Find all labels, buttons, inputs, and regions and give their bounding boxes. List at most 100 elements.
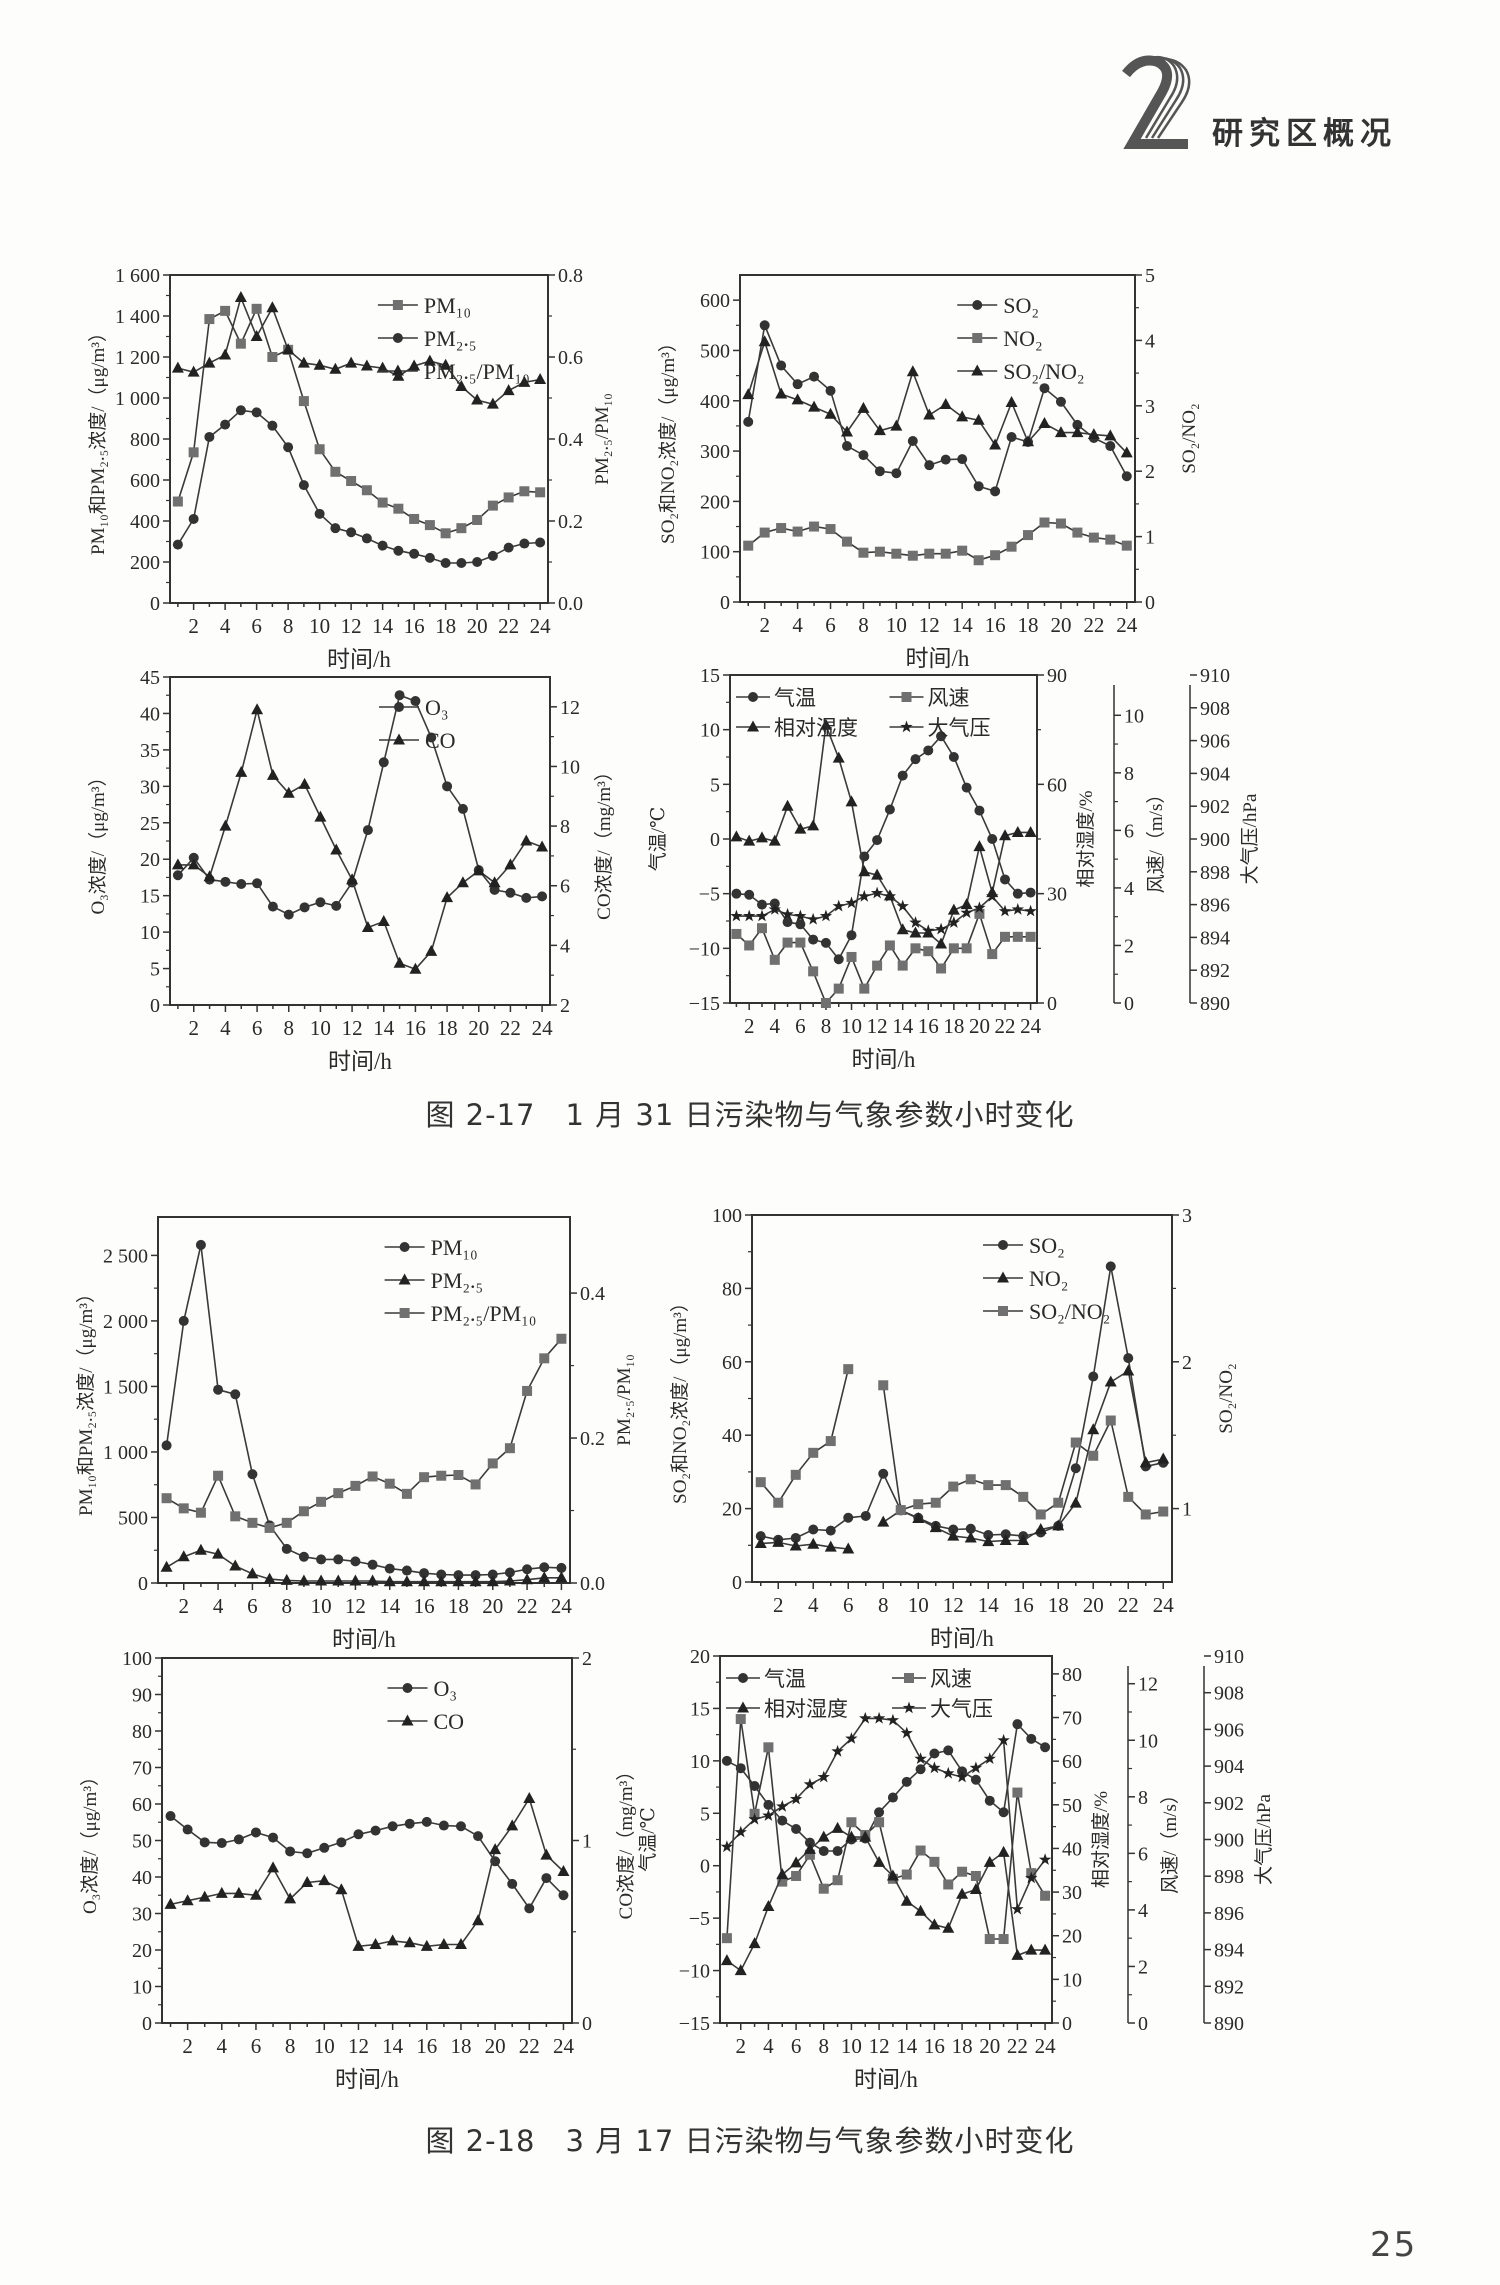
star-marker <box>807 912 820 925</box>
triangle-marker <box>939 397 952 409</box>
triangle-marker <box>747 720 759 732</box>
y-tick-label: 0 <box>582 2013 592 2035</box>
legend-label: PM₂.₅ <box>424 326 477 351</box>
y-tick-label: 0 <box>720 592 730 614</box>
circle-marker <box>367 1559 378 1570</box>
circle-marker <box>336 1837 347 1848</box>
left-axis-title: SO₂和NO₂浓度/（μg/m³） <box>657 333 679 544</box>
circle-marker <box>1039 383 1050 394</box>
left-axis: 0 20 40 60 80 100 SO₂和NO₂浓度/（μg/m³） <box>669 1205 752 1594</box>
circle-marker <box>267 420 278 431</box>
square-marker <box>504 1443 515 1454</box>
y-tick-label: 12 <box>560 697 580 719</box>
square-marker <box>791 1870 802 1881</box>
square-marker <box>247 1517 258 1528</box>
y-tick-label: 0.2 <box>558 511 583 533</box>
y-tick-label: 1 000 <box>103 1442 148 1464</box>
square-marker <box>776 523 787 534</box>
star-marker <box>870 886 884 899</box>
x-tick-label: 2 <box>182 2034 193 2058</box>
series-4 <box>730 886 1037 937</box>
square-marker <box>731 928 742 939</box>
y-tick-label: 0 <box>710 829 720 851</box>
triangle-marker <box>1069 1496 1082 1508</box>
x-tick-label: 12 <box>919 613 940 637</box>
star-marker <box>947 916 960 928</box>
square-marker <box>792 526 803 537</box>
square-marker <box>377 497 388 508</box>
triangle-marker <box>520 834 533 846</box>
y-tick-label: 40 <box>132 1867 152 1889</box>
x-tick-label: 22 <box>519 2034 540 2058</box>
legend-label: CO <box>434 1709 465 1734</box>
circle-marker <box>204 431 215 442</box>
y-tick-label: 902 <box>1200 796 1230 818</box>
circle-marker <box>473 1831 484 1842</box>
circle-marker <box>378 757 389 768</box>
y-tick-label: 6 <box>1138 1843 1148 1865</box>
square-marker <box>399 1308 410 1318</box>
triangle-marker <box>181 1894 194 1906</box>
y-tick-label: −10 <box>689 938 720 960</box>
square-marker <box>1072 527 1083 538</box>
triangle-marker <box>1034 1523 1047 1535</box>
circle-marker <box>384 1563 395 1574</box>
circle-marker <box>539 1562 550 1573</box>
triangle-marker <box>534 373 547 385</box>
series-2 <box>731 908 1036 1008</box>
triangle-marker <box>297 1574 310 1586</box>
legend-label: 相对湿度 <box>774 716 858 740</box>
x-tick-label: 14 <box>372 614 394 638</box>
triangle-marker <box>472 864 485 876</box>
legend-label: PM₁₀ <box>424 293 471 318</box>
series-2 <box>743 517 1132 566</box>
triangle-marker <box>503 1574 516 1586</box>
circle-marker <box>314 508 325 519</box>
x-tick-label: 8 <box>282 1594 293 1618</box>
triangle-marker <box>1052 1519 1065 1531</box>
square-marker <box>419 1472 430 1483</box>
triangle-marker <box>960 898 973 910</box>
y-tick-label: 1 <box>1182 1499 1192 1521</box>
triangle-marker <box>956 1887 969 1899</box>
x-tick-label: 20 <box>1083 1593 1104 1617</box>
triangle-marker <box>349 1574 362 1586</box>
legend-label: NO₂ <box>1029 1266 1068 1291</box>
triangle-marker <box>345 356 358 368</box>
circle-marker <box>394 702 404 712</box>
y-tick-label: 15 <box>690 1698 710 1720</box>
circle-marker <box>1105 441 1116 452</box>
circle-marker <box>404 1818 415 1829</box>
y-tick-label: 6 <box>1124 820 1134 842</box>
circle-marker <box>470 1570 481 1581</box>
star-marker <box>819 909 833 922</box>
triangle-marker <box>383 1575 396 1587</box>
circle-marker <box>298 480 309 491</box>
triangle-marker <box>171 858 184 870</box>
triangle-marker <box>280 1573 293 1585</box>
triangle-marker <box>742 388 755 400</box>
square-marker <box>843 1364 854 1375</box>
star-marker <box>748 1812 761 1825</box>
square-marker <box>846 951 857 962</box>
series-3 <box>730 718 1037 949</box>
star-marker <box>768 903 781 915</box>
square-marker <box>213 1470 224 1481</box>
figure-caption-2-18: 图 2-18 3 月 17 日污染物与气象参数小时变化 <box>425 2124 1075 2158</box>
square-marker <box>878 1380 889 1391</box>
triangle-marker <box>1087 428 1100 440</box>
square-marker <box>872 960 883 971</box>
y-tick-label: 904 <box>1200 763 1230 785</box>
y-tick-label: 30 <box>1047 884 1067 906</box>
triangle-marker <box>1139 1456 1152 1468</box>
circle-marker <box>387 1821 398 1832</box>
square-marker <box>795 937 806 948</box>
circle-marker <box>182 1824 193 1835</box>
series-line <box>170 1815 565 1910</box>
triangle-marker <box>1087 1423 1100 1435</box>
x-tick-label: 14 <box>379 1594 401 1618</box>
y-tick-label: 2 <box>1145 461 1155 483</box>
square-marker <box>1000 931 1011 942</box>
circle-marker <box>298 1551 309 1562</box>
